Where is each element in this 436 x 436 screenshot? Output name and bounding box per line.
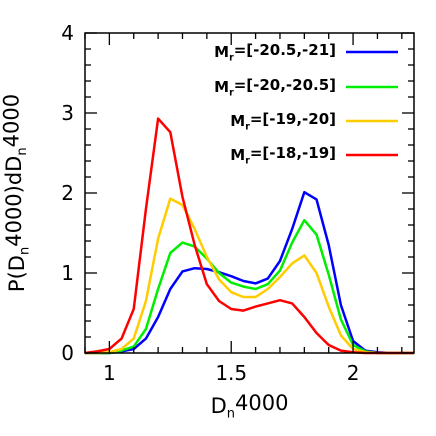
x-tick-label: 1.5	[215, 361, 247, 385]
series-line-2	[85, 218, 414, 355]
x-tick-label: 2	[347, 361, 360, 385]
legend-label-3: Mr=[-19,-20]	[230, 110, 336, 132]
y-tick-label: 0	[61, 341, 74, 365]
y-tick-label: 4	[61, 21, 74, 45]
legend-label-4: Mr=[-18,-19]	[230, 144, 336, 166]
legend: Mr=[-20.5,-21] Mr=[-20,-20.5] Mr=[-19,-20]…	[214, 41, 398, 166]
x-axis-label: Dn4000	[211, 391, 289, 421]
series-line-3	[85, 197, 414, 355]
legend-label-2: Mr=[-20,-20.5]	[214, 76, 336, 98]
plot-frame	[84, 32, 415, 354]
tick-labels: 1 1.5 2 0 1 2 3 4	[61, 21, 359, 385]
y-tick-label: 3	[61, 101, 74, 125]
series-line-1	[85, 190, 414, 355]
legend-label-1: Mr=[-20.5,-21]	[214, 41, 336, 63]
y-axis-label: P(Dn4000)dDn4000	[0, 94, 33, 292]
x-tick-label: 1	[103, 361, 116, 385]
y-tick-label: 2	[61, 181, 74, 205]
y-tick-label: 1	[61, 261, 74, 285]
